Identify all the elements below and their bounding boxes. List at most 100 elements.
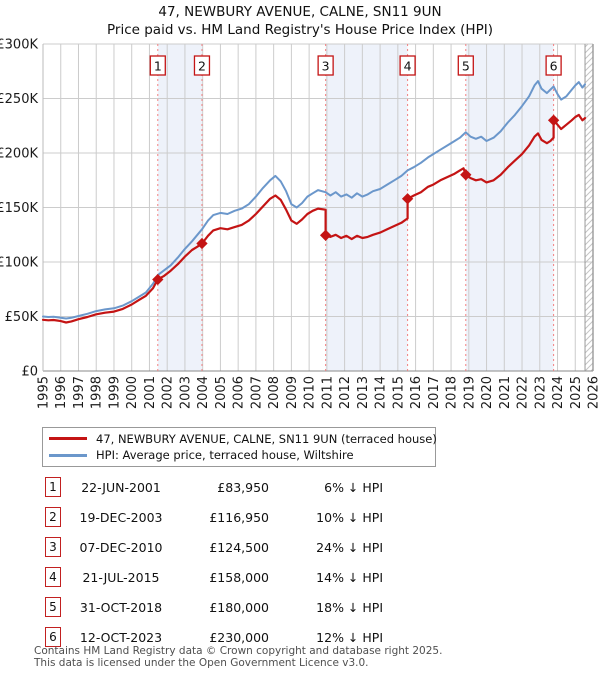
x-axis-label: 2004 (196, 376, 211, 409)
x-axis-label: 2002 (161, 376, 176, 409)
sale-row: 5 31-OCT-2018 £180,000 18% ↓ HPI (45, 592, 383, 622)
sale-price: £83,950 (217, 479, 269, 495)
x-axis-label: 2015 (391, 376, 406, 409)
x-axis-label: 2009 (285, 376, 300, 409)
hpi-line (42, 80, 586, 320)
x-axis-label: 2019 (462, 376, 477, 409)
sale-date: 22-JUN-2001 (81, 479, 161, 495)
sale-row: 3 07-DEC-2010 £124,500 24% ↓ HPI (45, 532, 383, 562)
sale-hpi-delta: 12% ↓ HPI (316, 629, 383, 645)
sale-label-number: 5 (462, 59, 470, 74)
sale-label-number: 6 (550, 59, 558, 74)
sale-number-badge: 2 (45, 507, 61, 527)
page-title: 47, NEWBURY AVENUE, CALNE, SN11 9UN (158, 4, 442, 20)
sale-date: 31-OCT-2018 (79, 599, 163, 615)
x-axis-label: 2021 (498, 376, 513, 409)
hpi-line-swatch (49, 453, 87, 457)
legend-item-property: 47, NEWBURY AVENUE, CALNE, SN11 9UN (ter… (49, 432, 437, 446)
sale-date: 19-DEC-2003 (79, 509, 163, 525)
license-footer-line2: This data is licensed under the Open Gov… (34, 656, 369, 669)
x-axis-label: 1999 (107, 376, 122, 409)
sale-row: 1 22-JUN-2001 £83,950 6% ↓ HPI (45, 472, 383, 502)
x-axis-label: 2025 (569, 376, 584, 409)
price-history-chart: 1 2 3 4 5 6 £0 £50K £100K £150K £200K £250K £300K 199… (0, 38, 600, 409)
sale-price: £158,000 (209, 569, 269, 585)
sale-label-box (149, 55, 166, 76)
x-axis-label: 1996 (54, 376, 69, 409)
x-axis-label: 2023 (533, 376, 548, 409)
x-axis-label: 2010 (303, 376, 318, 409)
sale-number-badge: 5 (45, 597, 61, 617)
sale-label-box (193, 55, 211, 76)
x-axis-label: 2013 (356, 376, 371, 409)
y-axis-label: £150K (0, 201, 38, 216)
y-axis-label: £300K (0, 38, 38, 53)
legend-item-hpi: HPI: Average price, terraced house, Wilt… (49, 448, 429, 462)
sale-label-number: 4 (404, 59, 412, 74)
sale-price: £230,000 (209, 629, 269, 645)
sale-hpi-delta: 24% ↓ HPI (316, 539, 383, 555)
sale-marker (401, 193, 414, 205)
sale-label-number: 3 (322, 59, 330, 74)
page-subtitle: Price paid vs. HM Land Registry's House … (107, 22, 493, 38)
x-axis-label: 2000 (125, 376, 140, 409)
legend-label-hpi: HPI: Average price, terraced house, Wilt… (96, 448, 354, 463)
x-axis-label: 2024 (551, 376, 566, 409)
x-axis-label: 2007 (249, 376, 264, 409)
legend-label-property: 47, NEWBURY AVENUE, CALNE, SN11 9UN (ter… (96, 431, 437, 446)
x-axis-label: 2006 (232, 376, 247, 409)
sale-number-badge: 1 (45, 477, 61, 497)
sale-marker (152, 273, 164, 286)
sale-row: 2 19-DEC-2003 £116,950 10% ↓ HPI (45, 502, 383, 532)
y-axis-label: £200K (0, 147, 38, 162)
x-axis-label: 2012 (338, 376, 353, 409)
y-axis-label: £50K (5, 310, 39, 325)
sale-date: 07-DEC-2010 (79, 539, 163, 555)
license-footer: Contains HM Land Registry data © Crown c… (34, 645, 442, 669)
x-axis-label: 2026 (587, 376, 600, 409)
y-axis-label: £0 (21, 365, 38, 380)
x-axis-label: 2001 (143, 376, 158, 409)
sale-date: 21-JUL-2015 (82, 569, 160, 585)
sale-label-box (399, 55, 416, 76)
x-axis-label: 1998 (90, 376, 105, 409)
x-axis-label: 2014 (374, 376, 389, 409)
sale-label-number: 2 (198, 59, 206, 74)
chart-legend: 47, NEWBURY AVENUE, CALNE, SN11 9UN (ter… (42, 427, 437, 467)
sale-number-badge: 3 (45, 537, 61, 557)
property-line-swatch (49, 437, 87, 441)
x-axis-label: 2018 (445, 376, 460, 409)
x-axis-label: 2020 (480, 376, 495, 409)
sale-number-badge: 6 (45, 627, 61, 647)
sale-label-box (545, 55, 562, 76)
sale-marker (196, 237, 208, 250)
sale-hpi-delta: 10% ↓ HPI (316, 509, 383, 525)
x-axis-label: 2008 (267, 376, 282, 409)
sale-hpi-delta: 6% ↓ HPI (324, 479, 383, 495)
x-axis-label: 2003 (178, 376, 193, 409)
x-axis-label: 1997 (72, 376, 87, 409)
x-axis-label: 1995 (37, 376, 52, 409)
sales-table: 1 22-JUN-2001 £83,950 6% ↓ HPI 2 19-DEC-… (45, 472, 383, 652)
sale-price: £180,000 (209, 599, 269, 615)
sale-hpi-delta: 18% ↓ HPI (316, 599, 383, 615)
sale-number-badge: 4 (45, 567, 61, 587)
sale-marker (319, 229, 332, 241)
sale-price: £124,500 (209, 539, 269, 555)
y-axis-label: £250K (0, 92, 38, 107)
x-axis-label: 2005 (214, 376, 229, 409)
sale-row: 6 12-OCT-2023 £230,000 12% ↓ HPI (45, 622, 383, 652)
y-axis-label: £100K (0, 256, 38, 271)
sale-label-number: 1 (154, 59, 162, 74)
x-axis-label: 2016 (409, 376, 424, 409)
sale-row: 4 21-JUL-2015 £158,000 14% ↓ HPI (45, 562, 383, 592)
sale-label-box (317, 55, 334, 76)
sale-label-box (457, 55, 474, 76)
sale-price: £116,950 (209, 509, 269, 525)
sale-marker (460, 169, 472, 181)
x-axis-label: 2017 (427, 376, 442, 409)
sale-hpi-delta: 14% ↓ HPI (316, 569, 383, 585)
sale-date: 12-OCT-2023 (79, 629, 163, 645)
x-axis-label: 2022 (516, 376, 531, 409)
